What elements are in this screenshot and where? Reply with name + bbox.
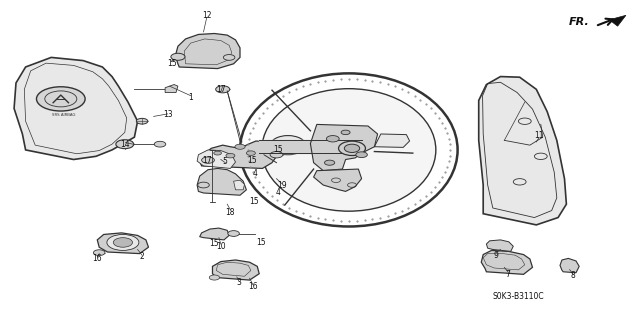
Circle shape <box>235 144 245 149</box>
Polygon shape <box>175 33 240 69</box>
Polygon shape <box>97 233 148 254</box>
Text: 12: 12 <box>202 11 211 20</box>
Text: 14: 14 <box>120 140 131 149</box>
Circle shape <box>154 141 166 147</box>
Polygon shape <box>314 169 362 191</box>
Polygon shape <box>165 85 178 93</box>
Text: 17: 17 <box>216 85 226 94</box>
Polygon shape <box>200 141 276 168</box>
Text: 5: 5 <box>223 157 228 166</box>
Circle shape <box>214 151 221 155</box>
Polygon shape <box>310 124 378 171</box>
Polygon shape <box>486 240 513 251</box>
Text: 9: 9 <box>493 251 499 260</box>
Circle shape <box>228 231 239 236</box>
Polygon shape <box>374 134 410 147</box>
Text: 15: 15 <box>166 59 177 68</box>
Circle shape <box>116 140 134 149</box>
Circle shape <box>93 250 105 256</box>
Text: 13: 13 <box>163 110 173 119</box>
Polygon shape <box>14 57 138 160</box>
Circle shape <box>341 130 350 135</box>
Text: 15: 15 <box>209 239 219 248</box>
Polygon shape <box>560 258 579 273</box>
Text: 18: 18 <box>226 208 235 217</box>
Text: 17: 17 <box>202 156 212 165</box>
Text: 3: 3 <box>236 278 241 287</box>
Circle shape <box>36 87 85 111</box>
Ellipse shape <box>339 141 365 155</box>
Polygon shape <box>481 250 532 274</box>
Ellipse shape <box>262 89 436 211</box>
Text: 8: 8 <box>570 271 575 280</box>
Text: S0K3-B3110C: S0K3-B3110C <box>493 292 544 300</box>
Circle shape <box>107 234 139 250</box>
Circle shape <box>326 136 339 142</box>
Text: 15: 15 <box>246 156 257 165</box>
Circle shape <box>202 157 214 163</box>
Polygon shape <box>212 260 259 280</box>
Circle shape <box>226 153 235 158</box>
Ellipse shape <box>344 144 360 152</box>
Circle shape <box>198 182 209 188</box>
Text: 2: 2 <box>140 252 145 261</box>
Polygon shape <box>200 228 229 240</box>
Polygon shape <box>197 150 236 168</box>
Circle shape <box>216 86 230 93</box>
Circle shape <box>324 160 335 165</box>
Polygon shape <box>234 180 244 190</box>
Circle shape <box>356 152 367 158</box>
Text: 7: 7 <box>506 270 511 279</box>
Text: SRS AIRBAG: SRS AIRBAG <box>52 113 76 117</box>
Circle shape <box>113 238 132 247</box>
Text: 19: 19 <box>276 181 287 190</box>
Text: 16: 16 <box>248 282 258 291</box>
Text: 4: 4 <box>276 189 281 197</box>
Circle shape <box>246 151 255 155</box>
Text: 15: 15 <box>249 197 259 206</box>
Circle shape <box>223 55 235 60</box>
Circle shape <box>209 275 220 280</box>
Polygon shape <box>479 77 566 225</box>
Text: FR.: FR. <box>569 17 589 27</box>
Circle shape <box>171 53 185 60</box>
Text: 4: 4 <box>252 169 257 178</box>
Text: 1: 1 <box>188 93 193 102</box>
Text: 11: 11 <box>534 131 543 140</box>
Text: 16: 16 <box>92 254 102 263</box>
Polygon shape <box>609 15 626 26</box>
Polygon shape <box>197 168 246 195</box>
Text: 10: 10 <box>216 242 226 251</box>
Text: 15: 15 <box>256 238 266 247</box>
Text: 15: 15 <box>273 145 284 154</box>
Ellipse shape <box>271 136 306 155</box>
Circle shape <box>270 152 283 158</box>
Circle shape <box>136 118 148 124</box>
